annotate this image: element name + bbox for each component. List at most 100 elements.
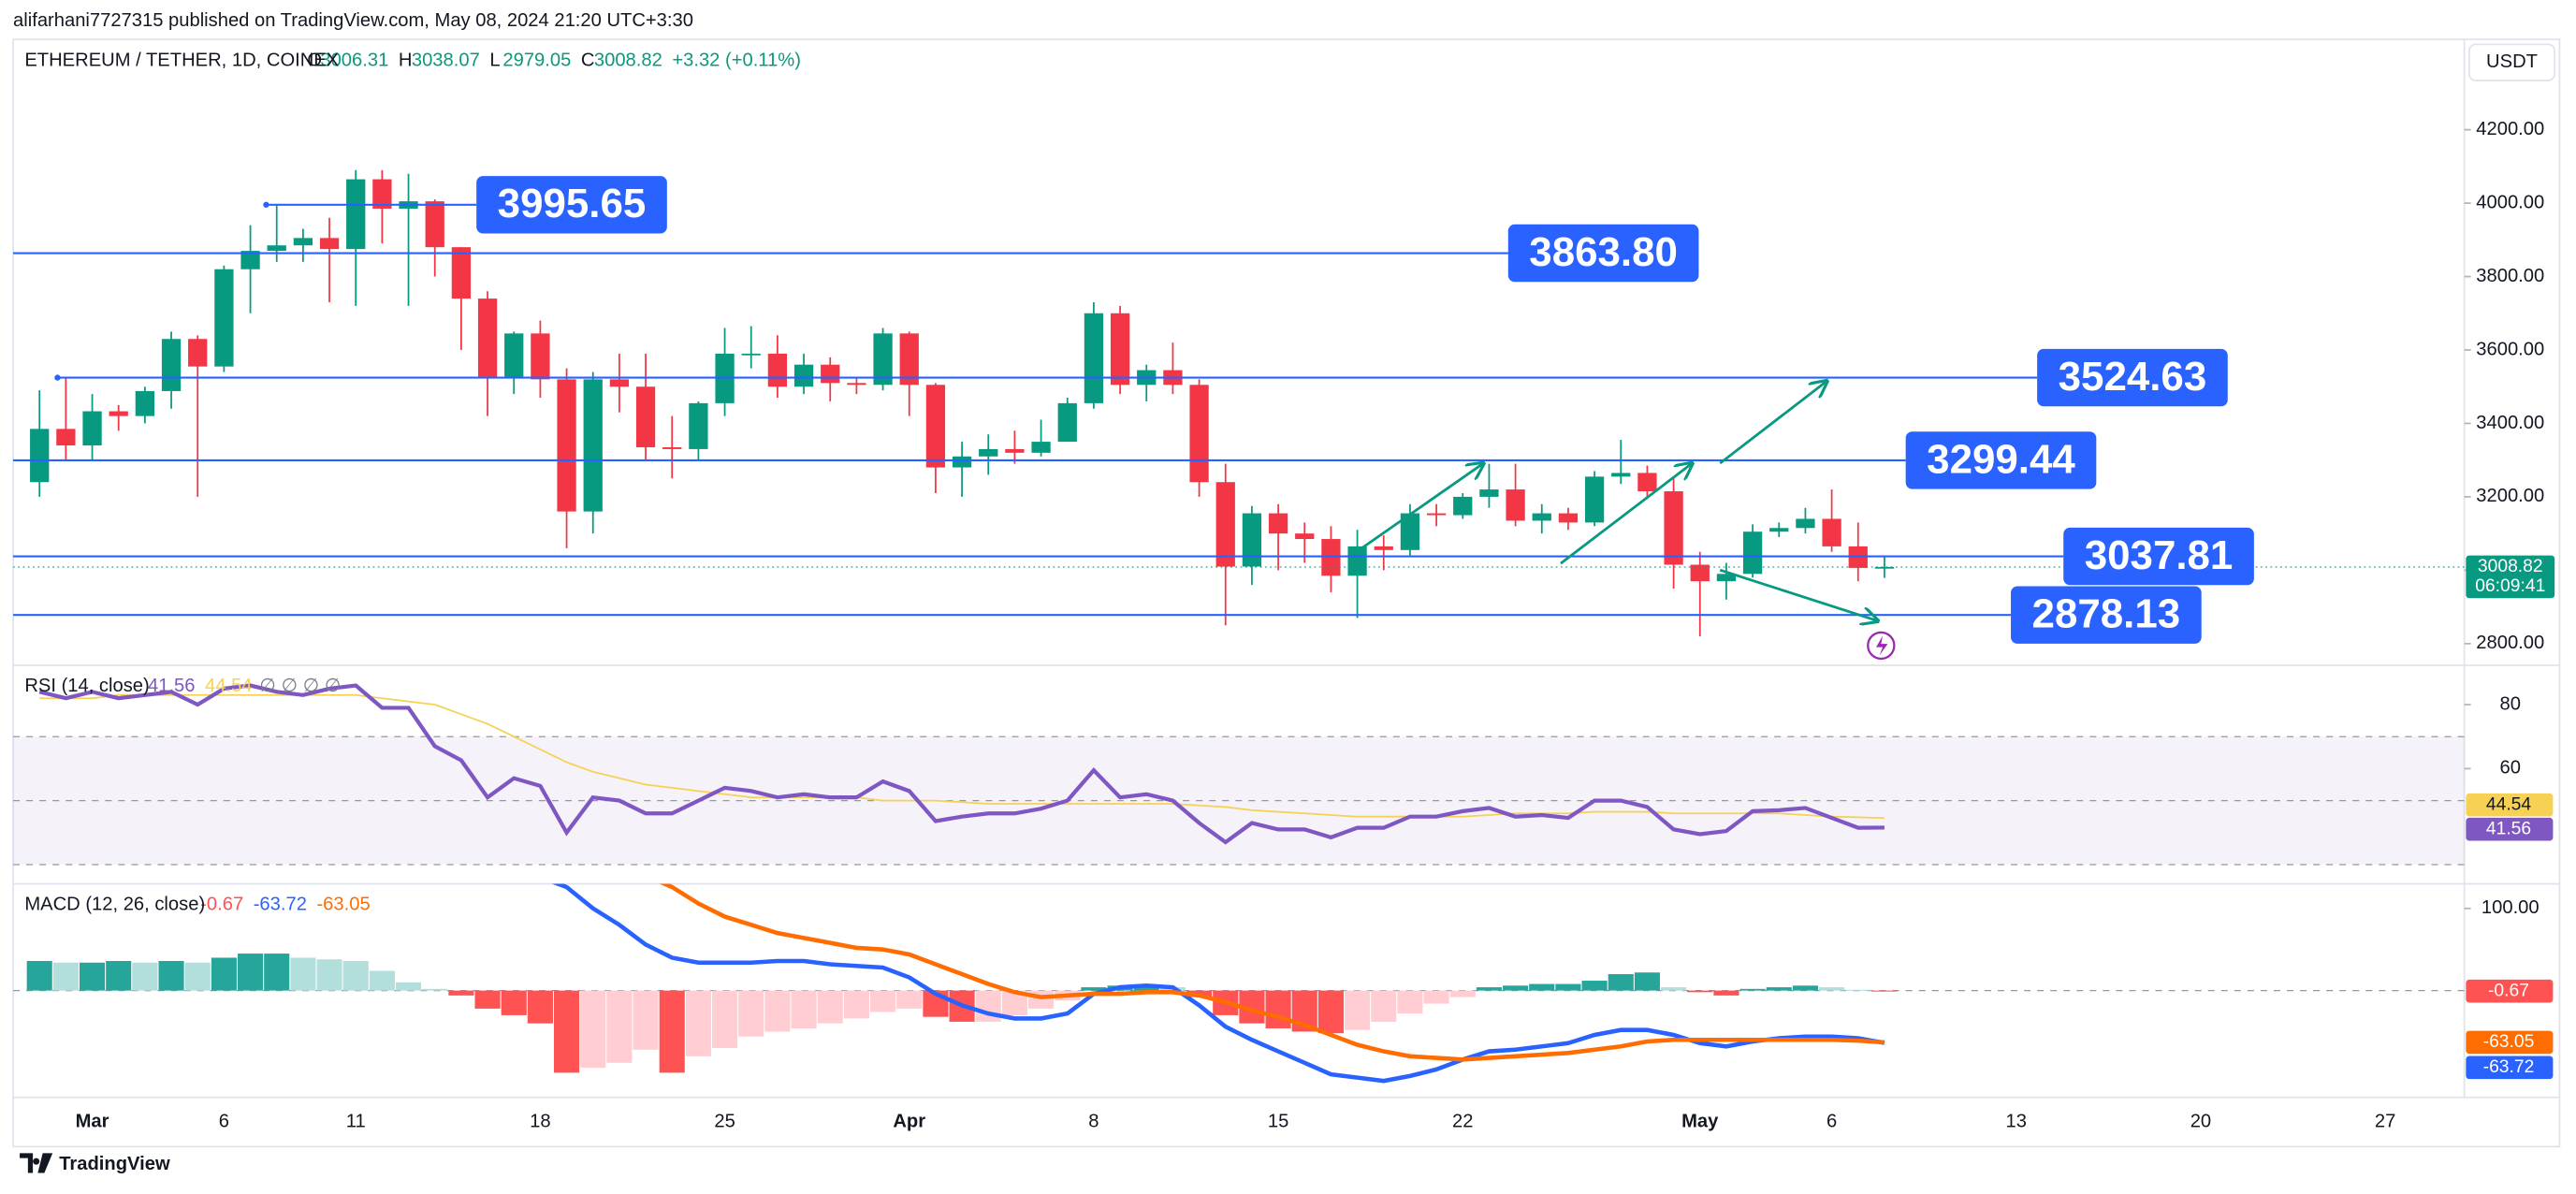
currency-label[interactable]: USDT [2486,51,2538,72]
level-label-bg [476,176,667,234]
symbol-info: ETHEREUM / TETHER, 1D, COINEX [24,50,339,70]
macd-histogram-bar [817,990,843,1024]
macd-histogram-bar [1529,983,1555,991]
macd-histogram-bar [501,990,527,1015]
candle-body [583,379,603,512]
macd-histogram-bar [1713,990,1739,996]
macd-histogram-bar [1449,990,1476,997]
macd-histogram-bar [369,970,395,991]
candle-body [82,411,102,446]
candle-body [1268,513,1288,534]
candle-body [161,339,182,391]
candle-body [56,429,76,446]
macd-histogram-bar [1581,981,1608,991]
macd-histogram-bar [211,957,237,991]
x-tick-label: 13 [2006,1111,2027,1131]
macd-histogram-bar [633,990,659,1050]
candle-body [425,201,444,248]
level-label: 3863.80 [1529,229,1678,275]
macd-pane [13,883,2465,1084]
x-tick-label: 8 [1088,1111,1099,1131]
ohlc-value: 3008.82 [594,50,662,70]
rsi-na-values: ∅ ∅ ∅ ∅ [259,676,341,696]
x-tick-label: Mar [76,1111,109,1131]
candle-body [1796,518,1815,529]
candle-body [793,364,814,387]
candle-body [557,379,576,512]
macd-signal-tag-bg [2466,1030,2554,1055]
candle-body [1506,489,1525,521]
price-pane [13,169,2465,636]
candle-body [1690,564,1710,582]
macd-histogram-bar [554,990,580,1073]
macd-histogram-bar [685,990,711,1056]
candle-body [451,247,472,299]
ohlc-key: O [307,50,322,70]
macd-histogram-bar [1555,983,1581,991]
candle-body [188,339,208,367]
drawing-arrow [1560,463,1692,565]
ohlc-key: H [399,50,413,70]
candle-body [346,179,366,250]
level-label: 3037.81 [2085,532,2234,578]
y-tick-label: 60 [2500,758,2521,779]
macd-histogram-bar [1476,987,1502,991]
macd-hist-tag-bg [2466,979,2554,1003]
y-tick-label: 3800.00 [2476,266,2544,286]
x-tick-label: 15 [1268,1111,1288,1131]
macd-histogram-bar [1133,985,1159,991]
y-tick-label: 4200.00 [2476,119,2544,139]
level-label: 3995.65 [498,181,647,226]
candle-body [1084,313,1104,403]
macd-signal-tag: -63.05 [2483,1032,2535,1052]
ohlc-value: 3006.31 [320,50,388,70]
macd-hist-tag: -0.67 [2488,981,2529,1000]
macd-histogram-bar [1503,985,1529,991]
candle-body [531,333,550,380]
macd-histogram-bar [1819,987,1845,991]
macd-histogram-bar [870,990,896,1012]
y-tick-label: 100.00 [2481,897,2540,918]
macd-histogram-bar [1371,990,1397,1022]
candle-body [1321,539,1341,576]
macd-histogram-bar [237,954,264,991]
y-tick-label: 3400.00 [2476,413,2544,433]
macd-histogram-bar [106,960,132,991]
overlay: 2800.003000.003200.003400.003600.003800.… [76,50,2555,1131]
candle-body [1215,482,1235,567]
candle-body [1453,496,1473,516]
candle-body [821,364,840,384]
macd-line-tag-bg [2466,1056,2554,1080]
level-label: 2878.13 [2032,591,2181,637]
level-label-bg [1905,431,2097,489]
rsi-tag: 41.56 [2486,819,2531,838]
candle-body [1637,473,1657,492]
candle-body [1664,491,1683,565]
candle-body [689,402,708,449]
macd-histogram-bar [1634,972,1660,991]
x-tick-label: 22 [1452,1111,1473,1131]
candle-body [372,179,392,209]
candle-body [319,238,340,250]
x-tick-label: 27 [2375,1111,2395,1131]
event-icon-bolt [1876,635,1888,656]
last-price-tag-bg [2466,555,2555,599]
candle-body [609,379,630,387]
last-price-tag: 3008.82 [2478,557,2543,576]
macd-histogram-bar [1871,990,1898,992]
level-label-bg [2011,586,2202,644]
drawing-arrow [1719,568,1878,620]
macd-histogram-bar [1028,990,1055,1009]
candle-body [1347,546,1367,576]
macd-line [659,883,1885,1062]
candle-body [979,448,998,457]
macd-histogram-bar [448,990,474,996]
rsi-ma-tag: 44.54 [2486,794,2532,814]
macd-histogram-bar [1345,990,1371,1030]
candle-body [477,298,498,378]
currency-button[interactable] [2467,43,2556,81]
macd-histogram-bar [264,954,290,991]
candle-body [1005,448,1025,453]
x-tick-label: Apr [893,1111,925,1131]
